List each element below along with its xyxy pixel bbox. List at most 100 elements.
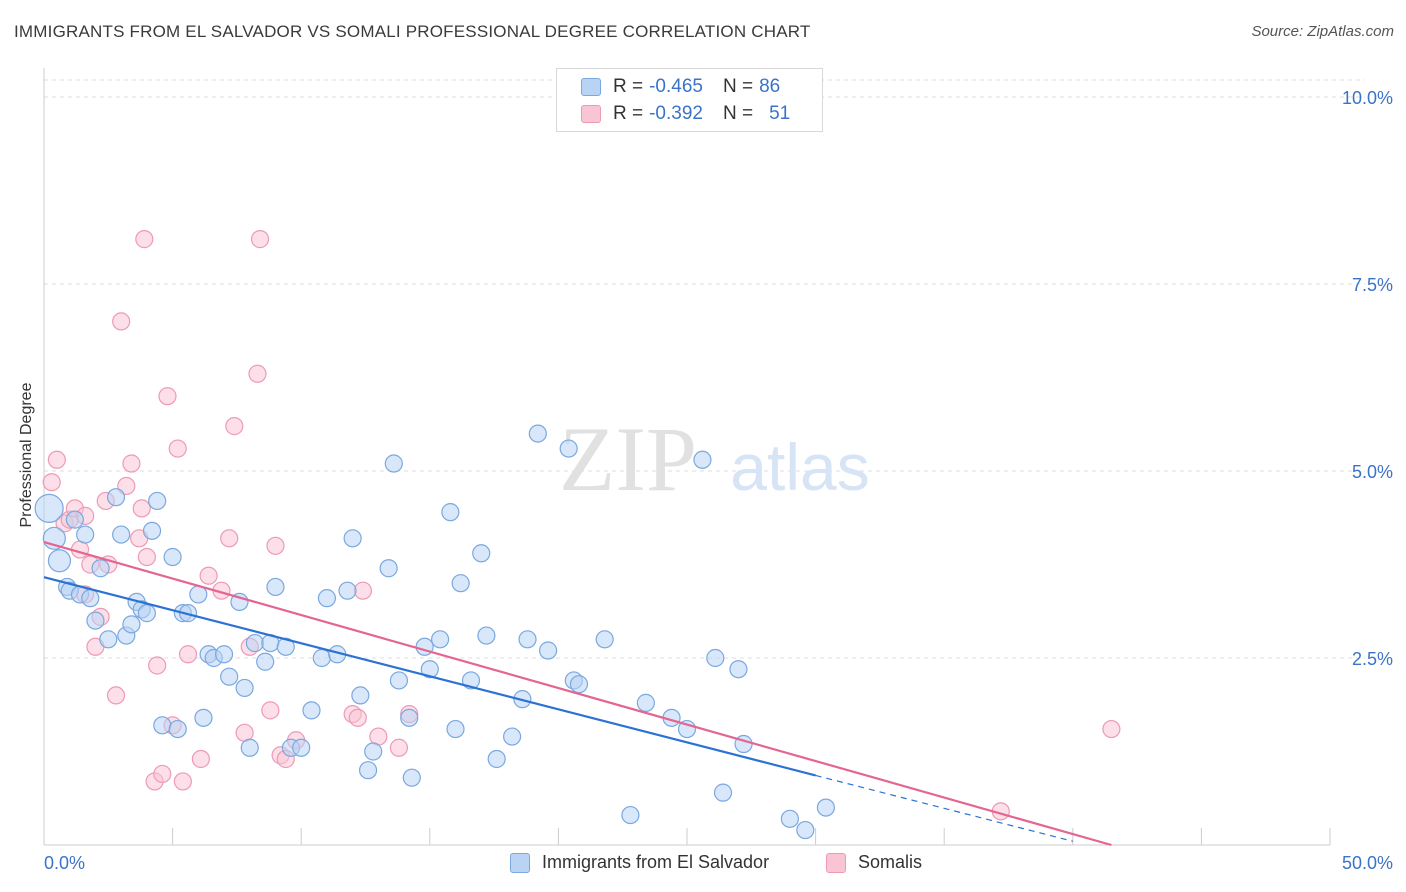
data-point <box>42 473 61 492</box>
watermark-atlas: atlas <box>730 430 869 504</box>
data-point <box>99 630 118 649</box>
legend-r-value: -0.392 <box>649 103 703 124</box>
data-point <box>402 768 421 787</box>
data-point <box>153 716 172 735</box>
bottom-legend-label: Immigrants from El Salvador <box>542 852 770 872</box>
data-point <box>706 648 725 668</box>
trend-line-somalis <box>43 541 1112 847</box>
data-point <box>338 581 357 600</box>
legend-r-value: -0.465 <box>649 76 703 97</box>
y-tick-label: 5.0% <box>1352 462 1393 482</box>
data-point <box>528 424 547 443</box>
trend-line-el-salvador <box>43 576 816 777</box>
data-point <box>91 559 110 578</box>
data-point <box>261 701 280 720</box>
data-point <box>148 491 167 511</box>
gridlines <box>44 79 1365 659</box>
data-point <box>81 589 100 608</box>
data-point <box>312 648 331 668</box>
data-point <box>106 686 126 705</box>
data-point <box>173 772 192 791</box>
data-point <box>487 749 506 769</box>
data-point <box>389 671 409 690</box>
data-point <box>178 645 198 664</box>
trend-lines <box>43 541 1112 847</box>
data-point <box>86 611 105 630</box>
data-point <box>132 499 151 518</box>
data-point <box>47 450 66 469</box>
bottom-legend-label: Somalis <box>858 852 923 872</box>
data-point <box>796 820 815 840</box>
somalis-points <box>42 230 1121 821</box>
data-point <box>235 678 254 698</box>
data-point <box>191 749 210 769</box>
data-point <box>163 547 182 567</box>
data-point <box>117 476 136 496</box>
watermark: ZIP atlas <box>559 408 870 510</box>
data-point <box>693 450 712 469</box>
legend-row-el-salvador: R = -0.465 N = 86 <box>581 75 780 99</box>
data-point <box>266 577 285 597</box>
data-point <box>148 656 167 675</box>
data-point <box>595 630 614 649</box>
watermark-zip: ZIP <box>559 408 697 510</box>
data-point <box>168 719 187 739</box>
data-point <box>76 525 95 544</box>
data-point <box>142 521 162 540</box>
bottom-legend-swatch-pink <box>826 852 846 873</box>
data-point <box>400 708 419 727</box>
legend-n-label: N = <box>722 103 754 124</box>
y-tick-label: 10.0% <box>1342 88 1393 108</box>
data-point <box>569 675 589 694</box>
data-point <box>225 417 244 436</box>
legend-row-somalis: R = -0.392 N = 51 <box>581 102 790 126</box>
data-point <box>636 693 655 712</box>
legend-r-label: R = <box>613 76 644 97</box>
data-point <box>539 641 558 660</box>
data-point <box>816 798 835 817</box>
x-tick-label-min: 0.0% <box>44 853 85 873</box>
data-point <box>379 559 398 578</box>
x-tick-label-max: 50.0% <box>1342 853 1393 873</box>
data-point <box>266 536 285 555</box>
data-point <box>65 510 84 529</box>
data-point <box>729 660 748 679</box>
data-point <box>358 761 378 780</box>
data-point <box>472 544 491 563</box>
data-point <box>122 454 141 473</box>
legend-n-value: 51 <box>769 103 791 124</box>
data-point <box>364 742 383 761</box>
data-point <box>446 719 465 739</box>
legend-r-label: R = <box>613 103 644 124</box>
data-point <box>214 645 234 664</box>
data-point <box>112 525 131 544</box>
data-point <box>137 547 156 567</box>
data-point <box>441 503 460 522</box>
data-point <box>34 493 64 523</box>
el-salvador-points <box>34 424 835 840</box>
data-point <box>780 809 799 828</box>
bottom-legend-el-salvador: Immigrants from El Salvador <box>510 852 769 873</box>
data-point <box>240 738 259 757</box>
data-point <box>559 439 578 458</box>
data-point <box>256 652 275 671</box>
y-tick-label: 7.5% <box>1352 275 1393 295</box>
data-point <box>302 701 321 720</box>
data-point <box>389 738 409 757</box>
data-point <box>348 708 367 727</box>
axes <box>43 68 1331 846</box>
data-point <box>168 439 187 458</box>
data-point <box>292 738 311 757</box>
correlation-legend: R = -0.465 N = 86 R = -0.392 N = 51 <box>556 68 823 132</box>
data-point <box>137 604 156 623</box>
chart-title: IMMIGRANTS FROM EL SALVADOR VS SOMALI PR… <box>14 22 811 41</box>
data-point <box>713 783 733 802</box>
data-point <box>518 630 537 649</box>
source-label: Source: ZipAtlas.com <box>1251 23 1394 40</box>
data-point <box>1102 719 1121 739</box>
bottom-legend-swatch-blue <box>510 852 530 873</box>
data-point <box>220 667 239 686</box>
data-point <box>158 387 177 406</box>
data-point <box>477 626 496 645</box>
